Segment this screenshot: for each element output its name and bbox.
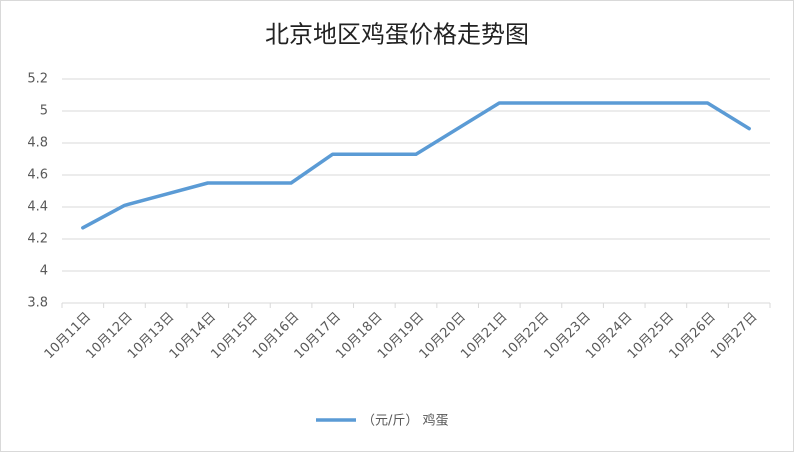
y-tick-label: 4.8 — [27, 136, 48, 151]
y-tick-label: 5 — [40, 104, 48, 119]
y-tick-label: 5.2 — [27, 72, 48, 87]
y-tick-label: 4.2 — [27, 232, 48, 247]
line-series — [81, 101, 751, 230]
y-tick-label: 4.4 — [27, 200, 48, 215]
legend-label: （元/斤） 鸡蛋 — [362, 413, 449, 429]
y-tick-label: 4.6 — [27, 168, 48, 183]
y-tick-label: 4 — [40, 264, 48, 279]
y-tick-label: 3.8 — [27, 296, 48, 311]
chart-title: 北京地区鸡蛋价格走势图 — [265, 21, 529, 49]
